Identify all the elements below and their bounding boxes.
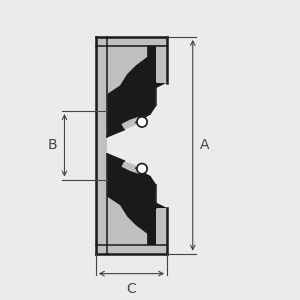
- Circle shape: [137, 164, 147, 174]
- Polygon shape: [156, 46, 167, 82]
- Polygon shape: [107, 46, 167, 137]
- Polygon shape: [96, 37, 167, 46]
- Polygon shape: [107, 154, 167, 245]
- Polygon shape: [122, 161, 144, 174]
- Polygon shape: [96, 37, 107, 254]
- Text: B: B: [48, 138, 57, 152]
- Text: C: C: [127, 282, 136, 296]
- Polygon shape: [156, 208, 167, 245]
- Polygon shape: [107, 196, 147, 245]
- Circle shape: [137, 117, 147, 127]
- Polygon shape: [122, 117, 144, 130]
- Polygon shape: [96, 245, 167, 254]
- Polygon shape: [107, 46, 147, 94]
- Text: A: A: [200, 138, 209, 152]
